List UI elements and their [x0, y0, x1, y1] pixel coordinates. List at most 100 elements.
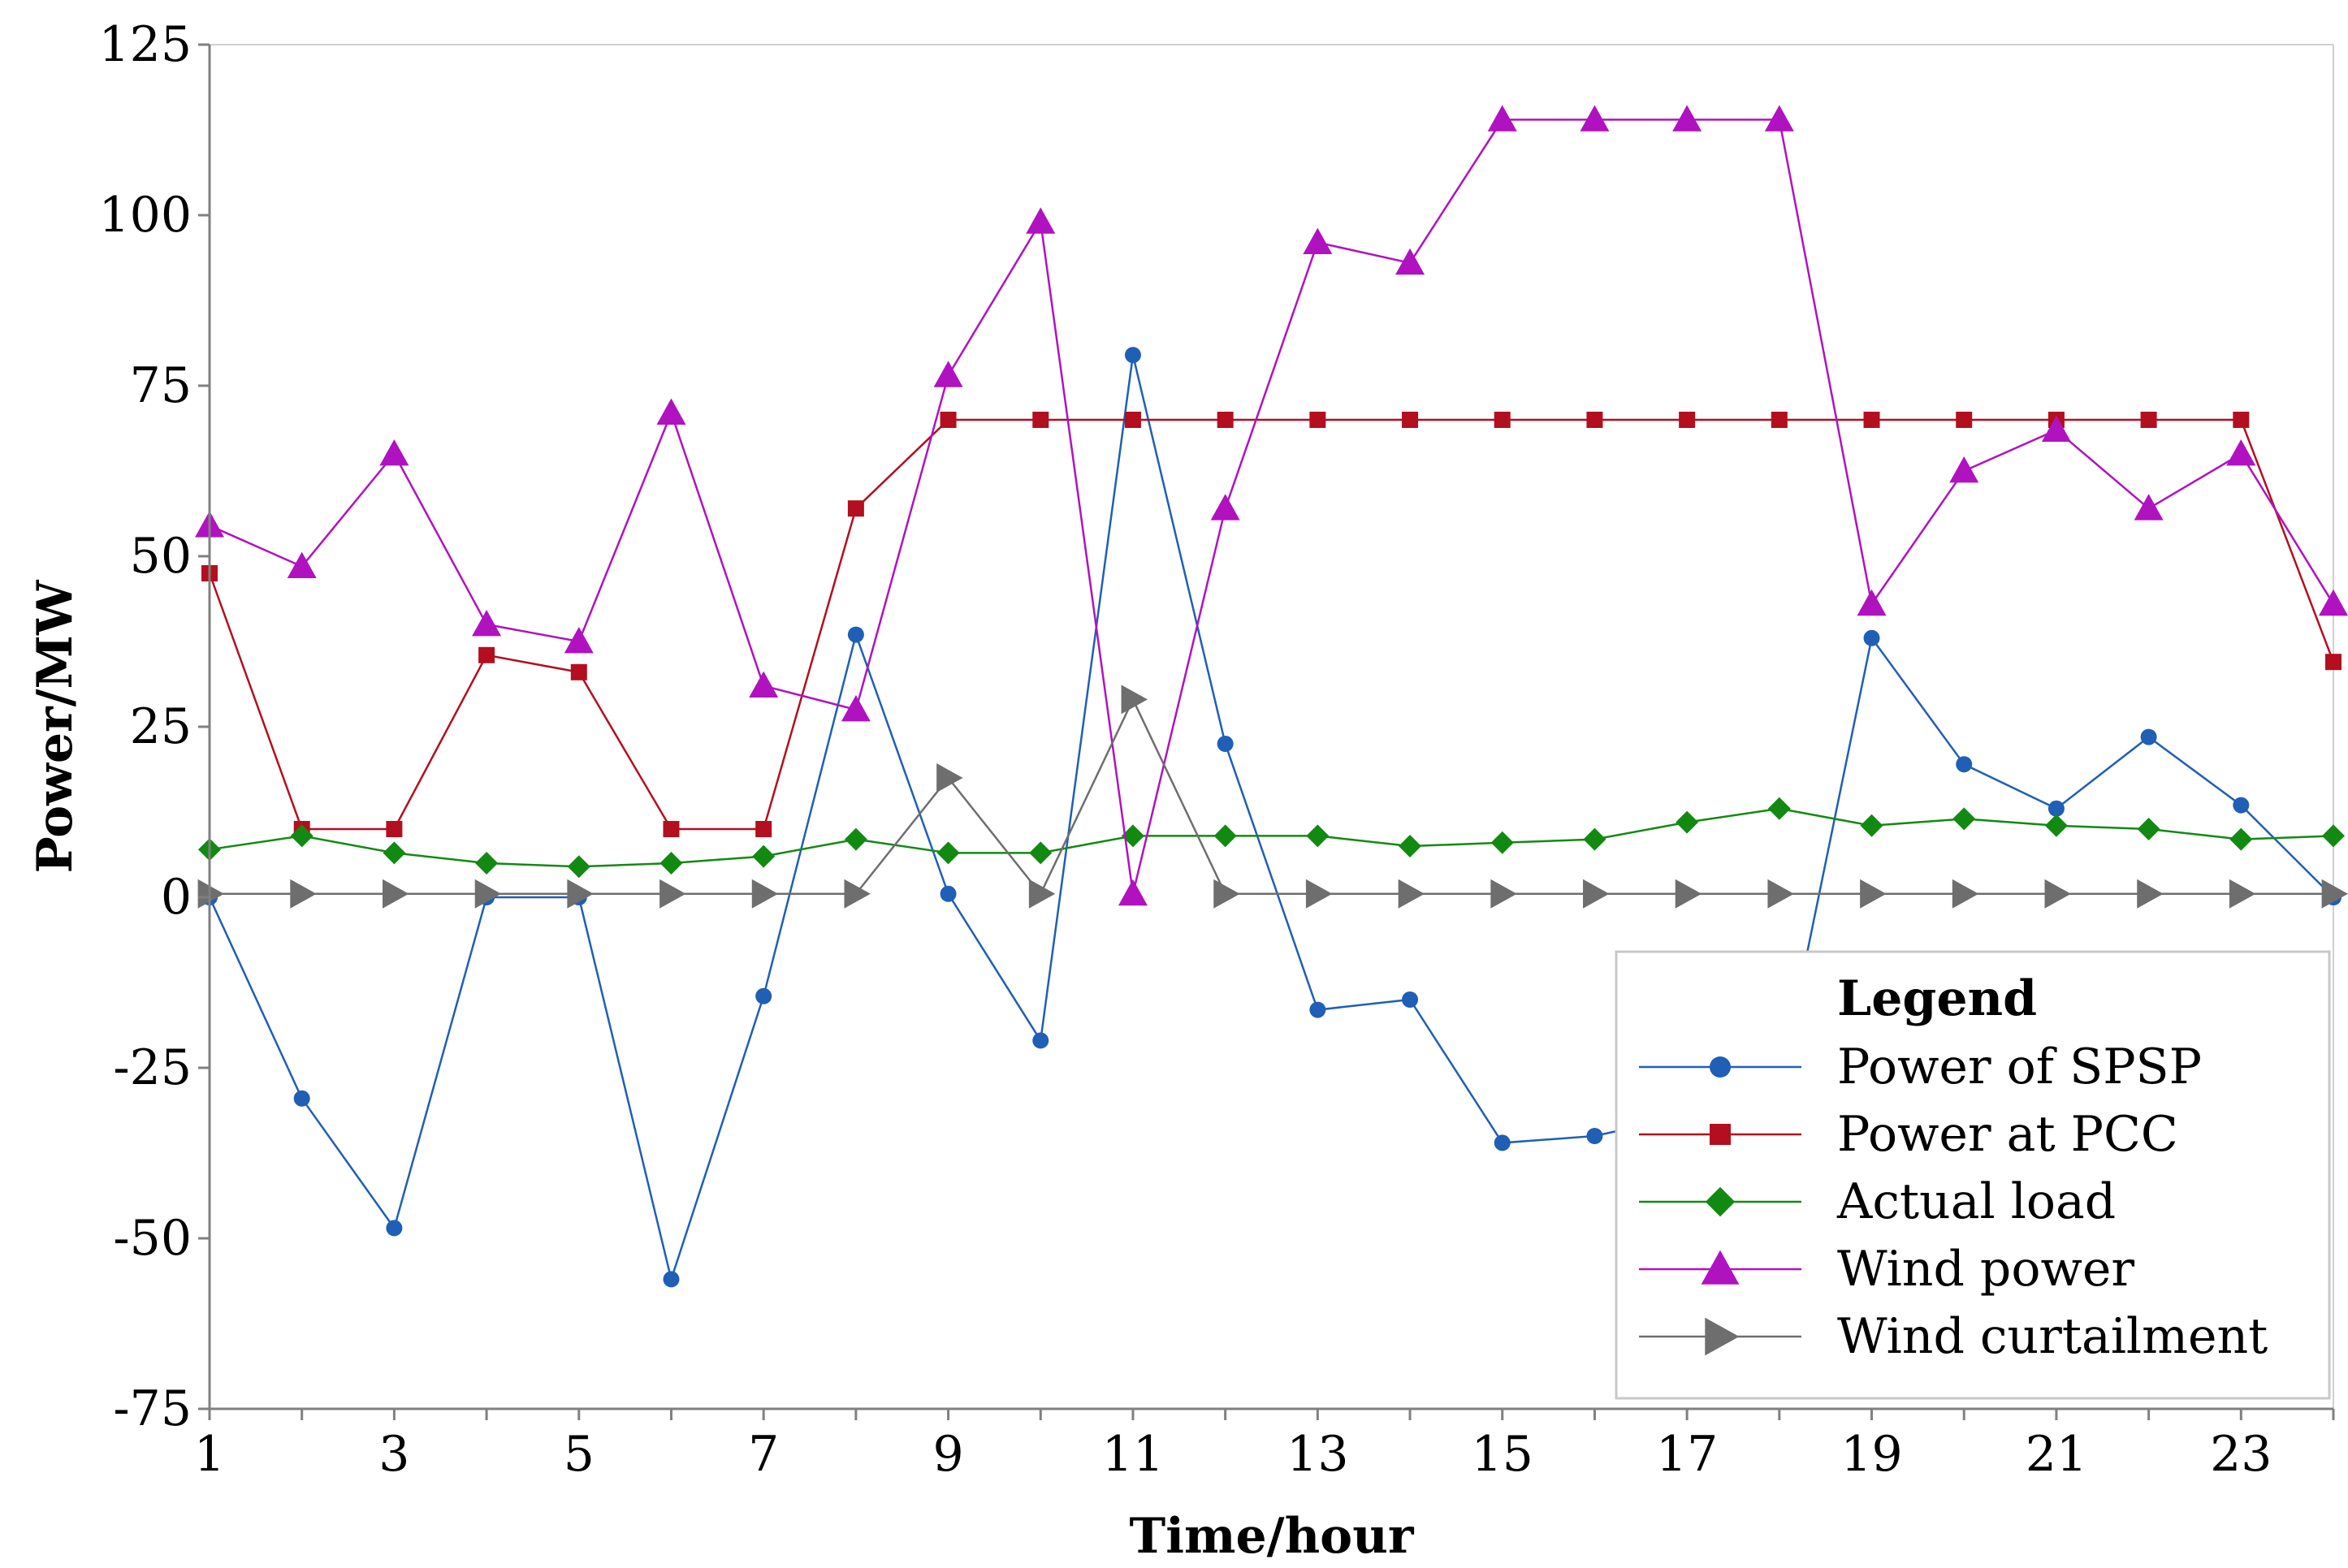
- data-point: [478, 646, 495, 663]
- data-point: [1863, 412, 1880, 428]
- data-point: [1949, 456, 1979, 483]
- y-tick-label: -50: [113, 1210, 192, 1267]
- plot-area-frame: [210, 44, 2334, 1409]
- data-point: [1490, 879, 1517, 909]
- data-point: [383, 841, 406, 865]
- x-tick-label: 9: [932, 1426, 963, 1483]
- legend-marker: [1705, 1317, 1740, 1356]
- series-line: [209, 807, 2334, 868]
- data-point: [940, 885, 957, 902]
- data-point: [1494, 1134, 1511, 1151]
- y-tick-label: 100: [98, 187, 192, 244]
- data-point: [1860, 879, 1887, 909]
- data-point: [1586, 412, 1603, 428]
- data-point: [847, 500, 864, 517]
- data-point: [474, 879, 502, 909]
- x-tick-label: 5: [564, 1426, 595, 1483]
- data-point: [844, 879, 871, 909]
- series-actual-load: [198, 797, 2345, 879]
- data-point: [2325, 654, 2342, 671]
- data-point: [1124, 347, 1141, 364]
- data-point: [1124, 412, 1141, 428]
- data-point: [564, 627, 594, 654]
- data-point: [1583, 827, 1606, 851]
- data-point: [1956, 756, 1973, 773]
- data-point: [751, 879, 779, 909]
- y-axis-title: Power/MW: [27, 579, 84, 873]
- x-tick-label: 15: [1472, 1426, 1533, 1483]
- data-point: [2321, 879, 2348, 909]
- x-tick-label: 11: [1102, 1426, 1164, 1483]
- data-point: [1764, 105, 1794, 132]
- data-point: [2140, 412, 2157, 428]
- data-point: [1398, 879, 1425, 909]
- data-point: [2233, 412, 2250, 428]
- legend-title: Legend: [1837, 970, 2037, 1027]
- data-point: [1217, 736, 1234, 752]
- data-point: [1863, 629, 1880, 646]
- x-tick-label: 21: [2026, 1426, 2087, 1483]
- data-point: [1028, 879, 1056, 909]
- data-point: [1679, 412, 1696, 428]
- data-point: [2233, 797, 2250, 814]
- data-point: [663, 821, 680, 837]
- data-point: [567, 879, 594, 909]
- series-power-at-pcc: [201, 412, 2342, 837]
- legend-marker: [1710, 1056, 1731, 1078]
- data-point: [1213, 824, 1237, 848]
- data-point: [2041, 415, 2071, 442]
- data-point: [936, 763, 963, 793]
- data-point: [1952, 807, 1976, 831]
- data-point: [844, 827, 867, 851]
- data-point: [1309, 412, 1326, 428]
- data-point: [293, 1090, 310, 1107]
- legend-label: Power of SPSP: [1837, 1039, 2202, 1095]
- data-point: [755, 987, 772, 1004]
- y-tick-label: 25: [130, 698, 192, 755]
- data-point: [663, 1271, 680, 1288]
- data-point: [2319, 589, 2348, 616]
- data-point: [1303, 227, 1333, 254]
- data-point: [659, 852, 683, 875]
- data-point: [567, 855, 590, 879]
- series-line: [210, 697, 2333, 896]
- data-point: [1217, 412, 1234, 428]
- data-point: [290, 879, 317, 909]
- data-point: [755, 821, 772, 837]
- series-line: [208, 418, 2335, 831]
- data-point: [1767, 879, 1794, 909]
- data-point: [1032, 1032, 1049, 1049]
- data-point: [1213, 879, 1240, 909]
- series-layer: [195, 105, 2348, 1288]
- y-tick-label: 75: [130, 357, 192, 414]
- data-point: [472, 610, 502, 637]
- legend-label: Wind power: [1837, 1241, 2134, 1298]
- data-point: [1121, 824, 1144, 848]
- legend-box: [1615, 950, 2331, 1400]
- data-point: [2137, 879, 2164, 909]
- data-point: [1402, 991, 1419, 1008]
- data-point: [1029, 841, 1053, 865]
- data-point: [752, 844, 776, 868]
- data-point: [1857, 589, 1887, 616]
- x-tick-label: 3: [378, 1426, 409, 1483]
- y-tick-label: -25: [113, 1039, 192, 1096]
- legend-marker: [1710, 1124, 1731, 1145]
- series-line: [209, 119, 2335, 895]
- data-point: [1767, 797, 1791, 820]
- data-point: [1580, 105, 1610, 132]
- data-point: [1395, 248, 1425, 275]
- data-point: [386, 1220, 403, 1237]
- series-wind-power: [195, 105, 2348, 906]
- data-point: [475, 852, 499, 875]
- x-tick-label: 17: [1656, 1426, 1718, 1483]
- data-point: [197, 879, 224, 909]
- data-point: [2322, 824, 2345, 848]
- data-point: [2226, 439, 2256, 466]
- data-point: [1672, 105, 1702, 132]
- y-tick-label: 50: [130, 528, 192, 585]
- data-point: [936, 841, 960, 865]
- legend: Legend Power of SPSP Power at PCC Actual lo…: [1615, 950, 2331, 1400]
- data-point: [386, 821, 403, 837]
- data-point: [1583, 879, 1610, 909]
